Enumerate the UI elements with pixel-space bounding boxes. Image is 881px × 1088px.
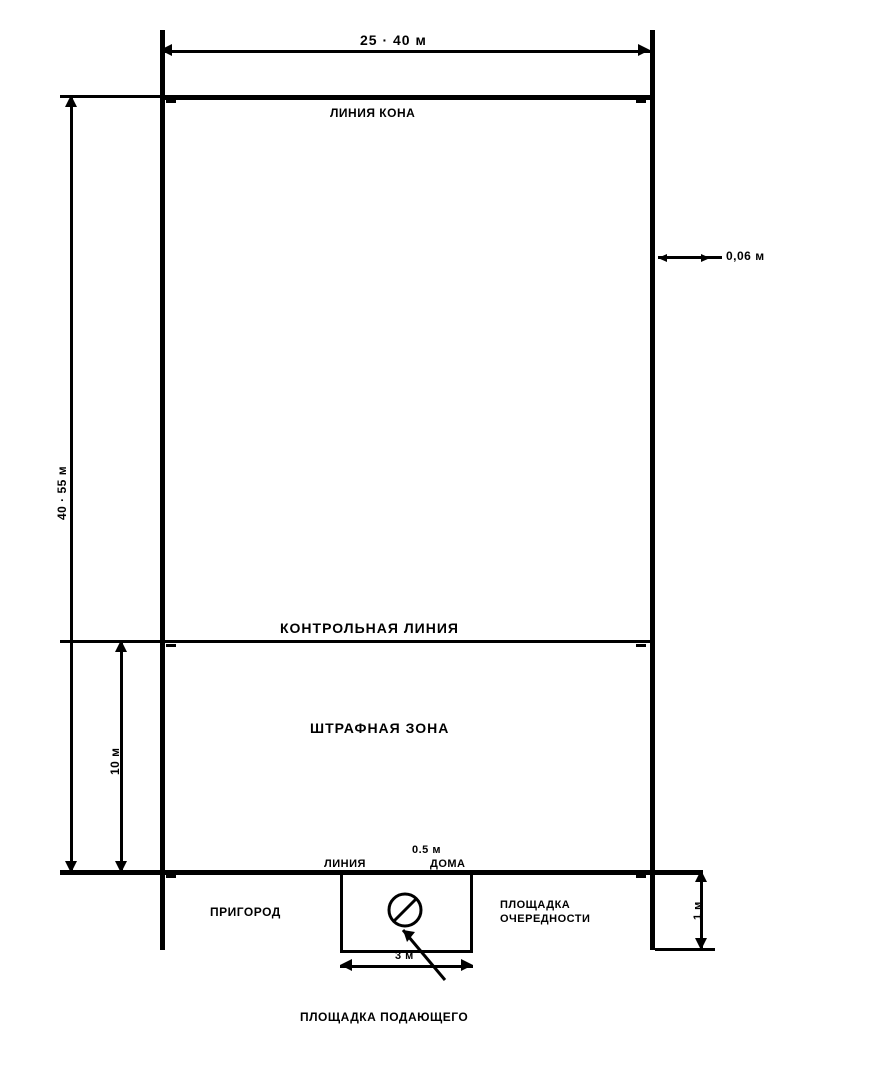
- left-big-dim-label: 40 · 55 м: [55, 466, 69, 520]
- liniya-doma-label-l: ЛИНИЯ: [324, 858, 366, 870]
- top-dim-label: 25 · 40 м: [360, 32, 427, 48]
- top-dim-bar: [160, 50, 655, 53]
- field-diagram: { "diagram": { "type": "field-plan", "ba…: [0, 0, 881, 1088]
- server-box-right: [470, 870, 473, 952]
- arrowhead: [638, 44, 650, 56]
- corner-mark: [166, 875, 176, 878]
- left-big-dim: [70, 95, 73, 873]
- corner-mark: [166, 100, 176, 103]
- field-bottom-line: [60, 870, 700, 875]
- d05-label: 0.5 м: [412, 844, 441, 856]
- arrowhead: [160, 44, 172, 56]
- server-area-label: ПЛОЩАДКА ПОДАЮЩЕГО: [300, 1010, 468, 1024]
- penalty-height-label: 10 м: [108, 747, 122, 775]
- field-top-line: [160, 95, 650, 100]
- line-width-label: 0,06 м: [726, 249, 765, 263]
- server-3m-dim: [340, 965, 473, 968]
- liniya-kona-label: ЛИНИЯ КОНА: [330, 106, 415, 120]
- field-left-line: [160, 30, 165, 950]
- control-line-label: КОНТРОЛЬНАЯ ЛИНИЯ: [280, 620, 459, 636]
- d3-label: 3 м: [395, 950, 414, 962]
- line-width-l: [700, 256, 722, 259]
- ploshchadka-ocher-text: ПЛОЩАДКА ОЧЕРЕДНОСТИ: [500, 898, 620, 926]
- arrowhead: [340, 959, 352, 971]
- corner-mark: [166, 644, 176, 647]
- arrowhead: [658, 254, 667, 262]
- d1-label: 1 м: [692, 901, 704, 920]
- penalty-zone-label: ШТРАФНАЯ ЗОНА: [310, 720, 449, 736]
- arrowhead: [65, 861, 77, 873]
- ploshchadka-ocher-label: ПЛОЩАДКА ОЧЕРЕДНОСТИ: [500, 898, 620, 926]
- corner-mark: [636, 875, 646, 878]
- arrowhead: [461, 959, 473, 971]
- prigorod-label: ПРИГОРОД: [210, 905, 281, 919]
- arrowhead: [695, 870, 707, 882]
- arrowhead: [65, 95, 77, 107]
- field-right-line: [650, 30, 655, 950]
- arrowhead: [695, 938, 707, 950]
- corner-mark: [636, 644, 646, 647]
- corner-mark: [636, 100, 646, 103]
- server-box-left: [340, 870, 343, 952]
- arrowhead: [115, 640, 127, 652]
- liniya-doma-label-r: ДОМА: [430, 858, 466, 870]
- control-line: [60, 640, 655, 643]
- arrowhead: [115, 861, 127, 873]
